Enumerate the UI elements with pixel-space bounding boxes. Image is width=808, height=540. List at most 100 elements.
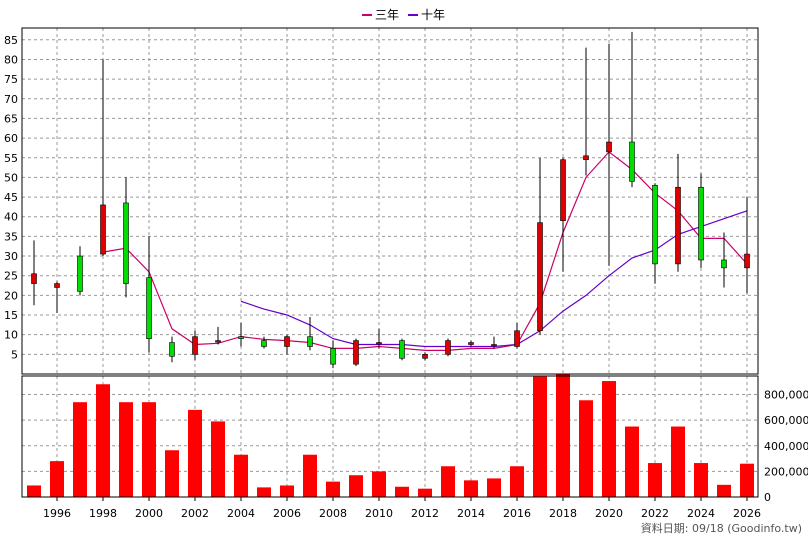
volume-bar [303, 454, 317, 497]
candle-body [77, 255, 83, 292]
candle-body [399, 340, 405, 359]
candle-body [146, 277, 152, 339]
volume-bar [372, 471, 386, 497]
price-tick-label: 20 [4, 289, 18, 302]
volume-bar [50, 461, 64, 497]
volume-bar [280, 485, 294, 497]
candle-body [721, 259, 727, 269]
volume-bar [717, 484, 731, 497]
candle-body [698, 186, 704, 261]
candle-body [468, 342, 474, 345]
volume-bar [671, 426, 685, 497]
volume-bar [395, 486, 409, 497]
axes [21, 27, 759, 501]
volume-bar [418, 488, 432, 497]
volume-bar [211, 421, 225, 497]
x-tick-label: 2010 [365, 507, 393, 520]
price-tick-label: 85 [4, 34, 18, 47]
ma-line-ten-year [240, 210, 748, 348]
volume-bar [27, 485, 41, 497]
candle-body [376, 342, 382, 345]
volume-bar [165, 450, 179, 497]
price-tick-label: 70 [4, 93, 18, 106]
volume-bar [142, 402, 156, 497]
x-tick-label: 2008 [319, 507, 347, 520]
x-tick-label: 2022 [641, 507, 669, 520]
volume-bar [533, 376, 547, 497]
price-tick-label: 80 [4, 53, 18, 66]
legend: 三年 十年 [362, 8, 445, 22]
volume-panel-frame [21, 375, 759, 498]
candle-body [215, 340, 221, 343]
price-tick-label: 45 [4, 191, 18, 204]
candle-body [537, 222, 543, 332]
x-tick-label: 2006 [273, 507, 301, 520]
candle-body [514, 330, 520, 347]
candle-body [606, 141, 612, 153]
price-tick-label: 30 [4, 250, 18, 263]
candle-body [100, 204, 106, 255]
price-tick-label: 40 [4, 211, 18, 224]
volume-bar [234, 454, 248, 497]
volume-bar [96, 384, 110, 497]
candle-body [330, 348, 336, 365]
candle-body [284, 336, 290, 347]
candle-body [31, 273, 37, 284]
candle-body [192, 336, 198, 355]
volume-bar [694, 463, 708, 497]
volume-bar [326, 481, 340, 497]
volume-bar [188, 409, 202, 497]
volume-bar [487, 478, 501, 497]
x-tick-label: 2024 [687, 507, 715, 520]
volume-bar [740, 463, 754, 497]
x-tick-label: 2000 [135, 507, 163, 520]
volume-bar [73, 402, 87, 497]
volume-bar [648, 463, 662, 497]
volume-bar [602, 381, 616, 497]
volume-tick-label: 400,000 [764, 440, 808, 453]
x-tick-label: 2018 [549, 507, 577, 520]
price-tick-label: 65 [4, 112, 18, 125]
candle-body [652, 184, 658, 265]
candle-body [422, 354, 428, 359]
candle-body [238, 336, 244, 339]
x-tick-label: 2026 [733, 507, 761, 520]
price-tick-label: 50 [4, 171, 18, 184]
price-panel-frame [21, 27, 759, 375]
candle-body [675, 186, 681, 265]
volume-bar [441, 466, 455, 497]
candle-body [583, 155, 589, 161]
volume-tick-label: 200,000 [764, 465, 808, 478]
candle-body [629, 141, 635, 182]
volume-tick-label: 600,000 [764, 414, 808, 427]
volume-tick-label: 800,000 [764, 389, 808, 402]
candle-body [307, 336, 313, 347]
candles [31, 31, 750, 369]
volume-bar [510, 466, 524, 497]
x-tick-label: 2002 [181, 507, 209, 520]
volume-bar [556, 374, 570, 497]
volume-bar [625, 426, 639, 497]
volume-bar [579, 400, 593, 497]
ma-line-three-year [102, 151, 748, 351]
x-tick-label: 2012 [411, 507, 439, 520]
grid [22, 28, 758, 497]
price-tick-label: 5 [11, 348, 18, 361]
price-tick-label: 10 [4, 329, 18, 342]
candle-body [169, 342, 175, 357]
candle-body [445, 340, 451, 355]
candle-body [491, 344, 497, 347]
x-tick-label: 2014 [457, 507, 485, 520]
x-tick-label: 2004 [227, 507, 255, 520]
x-tick-label: 1996 [43, 507, 71, 520]
volume-bar [349, 475, 363, 497]
legend-label: 十年 [421, 8, 445, 22]
tick-labels: 5 10 15 20 25 30 35 40 45 50 55 60 65 70 75 80 85 0 200,00… [4, 34, 808, 520]
volume-tick-label: 0 [764, 491, 771, 504]
volume-bars [27, 374, 754, 497]
volume-bar [119, 402, 133, 497]
price-tick-label: 75 [4, 73, 18, 86]
price-tick-label: 25 [4, 270, 18, 283]
candle-body [744, 253, 750, 269]
